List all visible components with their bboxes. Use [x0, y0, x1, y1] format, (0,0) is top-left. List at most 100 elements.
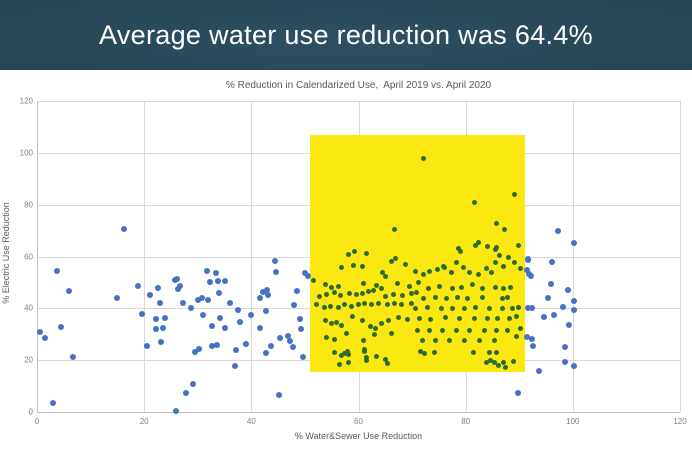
scatter-point-outside-highlight — [242, 340, 249, 347]
scatter-point-outside-highlight — [154, 285, 161, 292]
scatter-point-inside-highlight — [491, 337, 497, 343]
scatter-point-inside-highlight — [343, 331, 349, 337]
scatter-point-inside-highlight — [407, 283, 413, 289]
scatter-point-outside-highlight — [190, 381, 197, 387]
scatter-point-inside-highlight — [505, 295, 511, 301]
scatter-point-outside-highlight — [301, 269, 308, 276]
scatter-point-outside-highlight — [300, 353, 307, 360]
scatter-point-outside-highlight — [162, 315, 169, 322]
scatter-point-inside-highlight — [364, 250, 370, 256]
scatter-point-inside-highlight — [361, 281, 367, 287]
scatter-point-inside-highlight — [486, 306, 492, 312]
scatter-point-inside-highlight — [336, 283, 342, 289]
scatter-point-inside-highlight — [495, 316, 501, 322]
gridline-x-100 — [572, 101, 574, 412]
scatter-point-inside-highlight — [385, 302, 391, 308]
scatter-point-inside-highlight — [428, 316, 434, 322]
scatter-point-inside-highlight — [425, 285, 431, 291]
scatter-point-inside-highlight — [321, 304, 327, 310]
scatter-point-inside-highlight — [483, 359, 489, 365]
scatter-point-outside-highlight — [135, 283, 142, 290]
scatter-point-outside-highlight — [571, 307, 578, 314]
scatter-point-inside-highlight — [369, 302, 375, 308]
scatter-point-inside-highlight — [386, 318, 391, 324]
scatter-point-inside-highlight — [390, 291, 396, 297]
scatter-point-inside-highlight — [350, 262, 356, 268]
scatter-point-inside-highlight — [500, 263, 506, 269]
scatter-point-inside-highlight — [416, 279, 421, 285]
scatter-point-inside-highlight — [405, 317, 411, 323]
scatter-point-outside-highlight — [198, 295, 205, 302]
scatter-point-inside-highlight — [364, 358, 370, 364]
x-tick-label-100: 100 — [566, 417, 580, 426]
scatter-point-outside-highlight — [235, 307, 242, 314]
x-axis-title: % Water&Sewer Use Reduction — [294, 431, 423, 441]
scatter-point-inside-highlight — [514, 333, 520, 339]
scatter-point-inside-highlight — [493, 328, 499, 334]
scatter-point-outside-highlight — [565, 322, 572, 329]
scatter-point-outside-highlight — [535, 368, 542, 375]
x-tick-label-0: 0 — [34, 417, 40, 426]
scatter-point-inside-highlight — [480, 294, 486, 300]
scatter-point-outside-highlight — [264, 286, 271, 293]
scatter-point-inside-highlight — [371, 287, 376, 293]
scatter-point-outside-highlight — [174, 275, 181, 282]
scatter-point-inside-highlight — [476, 271, 482, 277]
y-tick-label-0: 0 — [28, 407, 33, 417]
x-tick-label-40: 40 — [246, 417, 256, 426]
scatter-point-outside-highlight — [182, 390, 189, 397]
scatter-point-inside-highlight — [382, 293, 388, 299]
gridline-x-0 — [37, 101, 38, 412]
scatter-point-inside-highlight — [392, 256, 398, 262]
scatter-point-inside-highlight — [324, 292, 330, 298]
scatter-point-inside-highlight — [402, 261, 408, 267]
scatter-point-outside-highlight — [143, 342, 150, 349]
scatter-point-inside-highlight — [456, 316, 462, 322]
scatter-point-inside-highlight — [501, 226, 507, 232]
y-tick-label-80: 80 — [24, 200, 33, 210]
scatter-point-inside-highlight — [409, 290, 415, 296]
scatter-point-inside-highlight — [438, 306, 444, 312]
scatter-point-inside-highlight — [395, 314, 401, 320]
y-tick-label-120: 120 — [19, 96, 33, 106]
y-axis-title: % Electric Use Reduction — [1, 202, 11, 304]
scatter-point-inside-highlight — [332, 290, 338, 296]
scatter-point-inside-highlight — [373, 353, 379, 359]
scatter-point-inside-highlight — [382, 274, 388, 280]
scatter-point-outside-highlight — [515, 390, 522, 397]
scatter-point-outside-highlight — [549, 258, 556, 265]
scatter-point-inside-highlight — [425, 305, 431, 311]
scatter-point-outside-highlight — [37, 328, 44, 335]
scatter-point-inside-highlight — [329, 284, 335, 290]
scatter-point-outside-highlight — [571, 362, 578, 369]
scatter-point-inside-highlight — [416, 315, 422, 321]
scatter-point-inside-highlight — [431, 350, 437, 356]
scatter-point-outside-highlight — [296, 316, 303, 323]
scatter-point-inside-highlight — [418, 349, 424, 355]
scatter-point-inside-highlight — [379, 285, 385, 291]
scatter-point-inside-highlight — [444, 296, 450, 302]
x-tick-label-80: 80 — [461, 417, 471, 426]
scatter-point-inside-highlight — [412, 268, 418, 274]
scatter-point-inside-highlight — [466, 327, 472, 333]
scatter-point-inside-highlight — [379, 321, 385, 327]
scatter-point-inside-highlight — [493, 350, 499, 356]
scatter-point-inside-highlight — [473, 305, 479, 311]
scatter-point-outside-highlight — [209, 342, 216, 349]
scatter-point-inside-highlight — [359, 290, 365, 296]
scatter-point-outside-highlight — [120, 226, 127, 233]
scatter-point-outside-highlight — [263, 350, 270, 357]
scatter-point-inside-highlight — [388, 330, 394, 336]
scatter-point-outside-highlight — [293, 287, 300, 294]
scatter-point-inside-highlight — [339, 265, 345, 271]
scatter-point-inside-highlight — [510, 359, 516, 365]
scatter-point-inside-highlight — [512, 192, 518, 198]
scatter-point-inside-highlight — [499, 295, 505, 301]
gridline-x-20 — [144, 101, 146, 412]
scatter-point-inside-highlight — [345, 359, 351, 365]
scatter-point-inside-highlight — [339, 353, 345, 359]
scatter-point-inside-highlight — [500, 305, 506, 311]
scatter-point-inside-highlight — [481, 327, 487, 333]
scatter-point-inside-highlight — [338, 293, 344, 299]
scatter-point-outside-highlight — [562, 359, 569, 366]
